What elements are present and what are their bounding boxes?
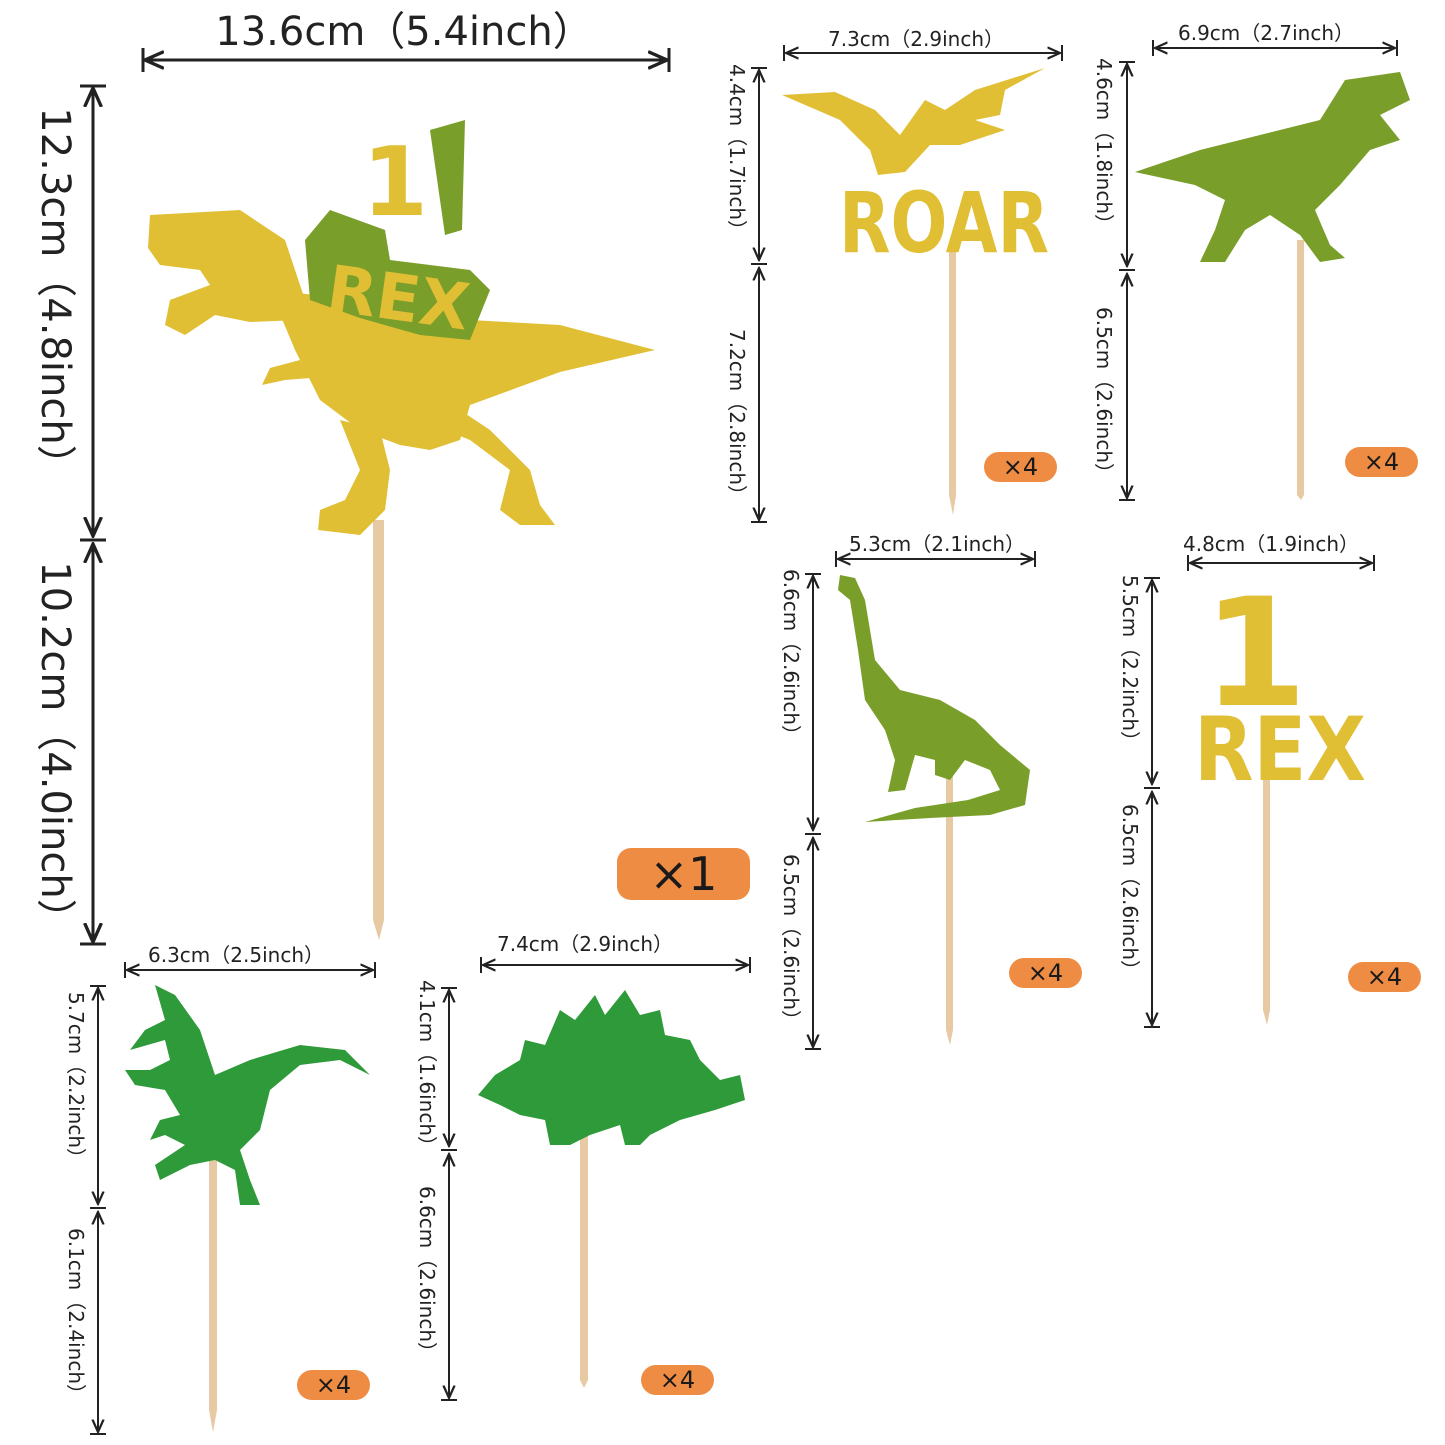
one-rex-word: REX [1194,698,1366,801]
rex-badge-icon [305,120,490,340]
stegosaurus-quantity-badge: ×4 [641,1365,714,1395]
pterodactyl-roar-icon [782,68,1045,175]
stick [946,770,953,1030]
one-rex-width-label: 4.8cm（1.9inch） [1183,532,1359,556]
stick [1263,770,1270,1010]
brachiosaurus-width-label: 5.3cm（2.1inch） [849,532,1025,556]
raptor-icon [125,985,370,1205]
one-rex-height-label: 5.5cm（2.2inch） [1118,575,1142,751]
stick [949,245,956,495]
stegosaurus-icon [478,990,745,1145]
stick [580,1130,588,1380]
roar-height-label: 4.4cm（1.7inch） [725,64,749,240]
trex-quantity-badge: ×4 [1345,447,1418,477]
brachiosaurus-stick-label: 6.5cm（2.6inch） [779,854,803,1030]
roar-word: ROAR [839,174,1049,272]
stegosaurus-width-label: 7.4cm（2.9inch） [497,932,673,956]
rex-big-height-label: 12.3cm（4.8inch） [32,107,78,485]
raptor-quantity-badge: ×4 [297,1370,370,1400]
rex-big-quantity-badge: ×1 [617,848,750,900]
brachiosaurus-icon [838,575,1030,822]
raptor-stick-label: 6.1cm（2.4inch） [64,1228,88,1404]
stick [209,1160,217,1410]
stick [373,520,384,920]
trex-icon [1135,72,1410,262]
raptor-width-label: 6.3cm（2.5inch） [148,943,324,967]
brachiosaurus-height-label: 6.6cm（2.6inch） [779,569,803,745]
rex-big-stick-label: 10.2cm（4.0inch） [32,561,78,939]
rex-trex-icon [148,210,655,535]
one-rex-number: 1 [1203,567,1307,741]
raptor-height-label: 5.7cm（2.2inch） [64,992,88,1168]
stegosaurus-height-label: 4.1cm（1.6inch） [415,980,439,1156]
rex-big-width-label: 13.6cm（5.4inch） [215,9,593,55]
roar-width-label: 7.3cm（2.9inch） [828,27,1004,51]
stegosaurus-stick-label: 6.6cm（2.6inch） [415,1186,439,1362]
roar-stick-label: 7.2cm（2.8inch） [725,329,749,505]
rex-number: 1 [362,128,428,238]
trex-width-label: 6.9cm（2.7inch） [1178,21,1354,45]
one-rex-stick-label: 6.5cm（2.6inch） [1118,804,1142,980]
brachiosaurus-quantity-badge: ×4 [1009,958,1082,988]
one-rex-quantity-badge: ×4 [1348,962,1421,992]
stick [1297,240,1304,495]
roar-quantity-badge: ×4 [984,452,1057,482]
trex-stick-label: 6.5cm（2.6inch） [1092,307,1116,483]
trex-height-label: 4.6cm（1.8inch） [1092,58,1116,234]
